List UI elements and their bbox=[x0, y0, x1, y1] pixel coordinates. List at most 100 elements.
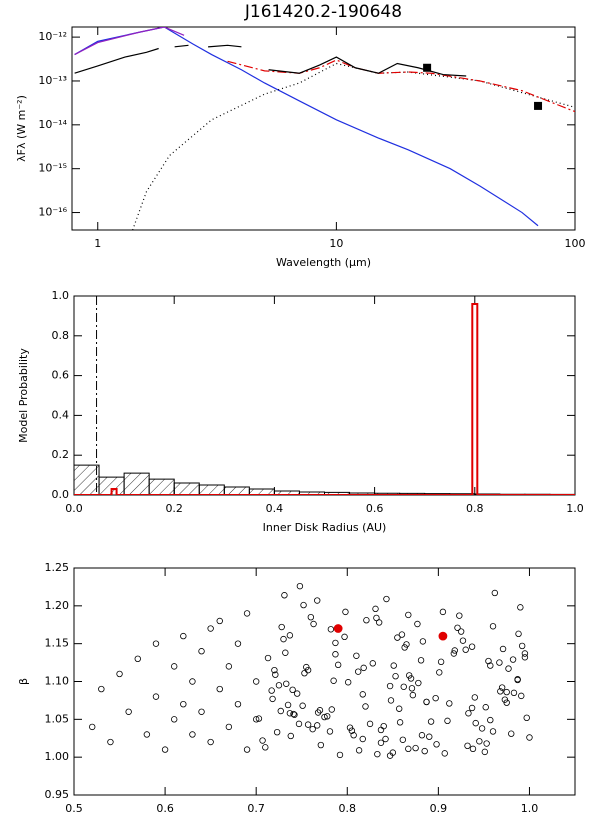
data-point bbox=[324, 713, 331, 720]
data-point bbox=[468, 704, 476, 712]
y-axis-label: λFλ (W m⁻²) bbox=[15, 95, 28, 162]
data-point bbox=[304, 721, 312, 728]
data-point bbox=[526, 734, 533, 741]
data-point bbox=[252, 678, 260, 685]
data-point bbox=[304, 666, 312, 674]
y-tick-label: 1.0 bbox=[52, 289, 70, 302]
data-point bbox=[451, 647, 458, 654]
data-point bbox=[439, 608, 447, 616]
y-tick-label: 1.05 bbox=[45, 712, 70, 725]
histogram-bar bbox=[471, 302, 479, 495]
y-tick-label: 0.0 bbox=[52, 488, 70, 501]
data-point bbox=[316, 707, 324, 714]
panel: 0.5 0.6 0.7 0.8 0.9 1.0 0.95 1.00 1.05 1.10 1.15 1.… bbox=[17, 561, 576, 814]
data-point bbox=[401, 644, 408, 651]
data-point bbox=[523, 714, 530, 722]
data-point bbox=[278, 623, 285, 631]
data-point bbox=[152, 693, 160, 700]
data-point bbox=[366, 720, 374, 728]
data-point bbox=[459, 637, 467, 644]
data-point bbox=[314, 597, 321, 604]
data-point bbox=[423, 698, 430, 706]
data-point bbox=[207, 738, 214, 746]
data-point bbox=[359, 691, 366, 698]
data-point bbox=[457, 628, 465, 635]
data-point bbox=[468, 643, 476, 650]
data-point bbox=[314, 722, 321, 729]
data-point bbox=[134, 655, 141, 662]
data-point bbox=[216, 685, 223, 693]
data-point bbox=[362, 703, 369, 710]
data-point bbox=[414, 620, 421, 628]
data-point bbox=[405, 745, 412, 753]
data-point bbox=[432, 694, 439, 702]
data-point bbox=[408, 685, 416, 692]
data-point bbox=[499, 645, 507, 653]
data-point bbox=[415, 679, 422, 687]
data-point bbox=[272, 671, 279, 678]
data-point bbox=[412, 744, 419, 752]
data-point bbox=[350, 732, 357, 739]
y-tick-label: 0.8 bbox=[52, 329, 70, 342]
histogram-bar bbox=[223, 486, 250, 495]
panel: 0.0 0.2 0.4 0.6 0.8 1.0 0.0 0.2 0.4 0.6 0.8 1.0 Inne… bbox=[17, 289, 584, 534]
data-point bbox=[287, 732, 294, 740]
data-point bbox=[481, 748, 489, 756]
data-point bbox=[478, 725, 486, 732]
data-point bbox=[485, 657, 492, 665]
data-point bbox=[273, 728, 281, 736]
data-point bbox=[269, 695, 276, 703]
data-point bbox=[280, 635, 287, 643]
data-point bbox=[321, 713, 328, 721]
data-point bbox=[152, 640, 160, 647]
data-point bbox=[427, 718, 435, 725]
data-point bbox=[436, 669, 443, 676]
histogram-bar bbox=[173, 482, 200, 495]
data-point bbox=[295, 720, 303, 728]
data-point bbox=[333, 624, 343, 633]
data-point bbox=[161, 746, 169, 753]
y-tick-label: 1.25 bbox=[45, 561, 70, 574]
data-point bbox=[180, 701, 187, 708]
data-point bbox=[353, 652, 360, 659]
data-point bbox=[380, 722, 387, 730]
data-point bbox=[277, 707, 284, 715]
data-point bbox=[398, 631, 406, 638]
data-point bbox=[383, 595, 390, 603]
x-tick-label: 1.0 bbox=[521, 802, 539, 814]
data-point bbox=[259, 737, 266, 744]
data-point bbox=[301, 669, 308, 677]
histogram-bar bbox=[148, 478, 175, 495]
data-point bbox=[271, 666, 278, 674]
data-point bbox=[518, 642, 526, 650]
y-axis-label: Model Probability bbox=[17, 348, 30, 443]
data-point bbox=[462, 646, 469, 653]
data-point bbox=[289, 686, 296, 694]
data-point bbox=[456, 612, 463, 619]
series-line bbox=[74, 27, 185, 56]
y-axis-label: β bbox=[17, 678, 30, 685]
data-point bbox=[501, 696, 509, 703]
y-tick-label: 10⁻¹⁶ bbox=[38, 206, 67, 219]
data-point bbox=[326, 728, 334, 735]
data-point bbox=[363, 617, 370, 624]
data-point bbox=[386, 752, 394, 759]
data-point bbox=[483, 740, 490, 747]
plot-area bbox=[74, 296, 575, 495]
series-line bbox=[132, 62, 575, 230]
series-line bbox=[74, 47, 159, 74]
data-point bbox=[243, 610, 251, 617]
x-tick-label: 0.8 bbox=[339, 802, 357, 814]
data-point bbox=[275, 682, 283, 689]
y-tick-label: 10⁻¹² bbox=[38, 30, 67, 43]
y-tick-label: 0.2 bbox=[52, 448, 70, 461]
y-tick-label: 1.15 bbox=[45, 637, 70, 650]
series-line bbox=[268, 56, 467, 77]
data-point bbox=[252, 716, 260, 723]
data-point bbox=[465, 710, 472, 717]
x-tick-label: 100 bbox=[565, 237, 586, 250]
data-point bbox=[433, 741, 440, 748]
data-point bbox=[334, 661, 342, 669]
x-tick-label: 0.5 bbox=[65, 802, 83, 814]
data-point bbox=[377, 739, 385, 746]
